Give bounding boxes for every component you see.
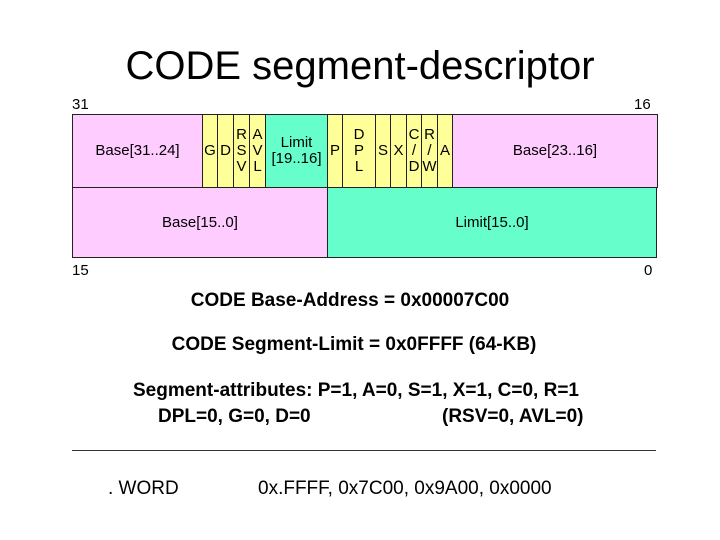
field-g: G xyxy=(202,114,218,188)
field-x: X xyxy=(390,114,407,188)
segment-limit-line: CODE Segment-Limit = 0x0FFFF (64-KB) xyxy=(171,334,537,355)
base-address-line: CODE Base-Address = 0x00007C00 xyxy=(190,290,510,311)
field-base-15-0: Base[15..0] xyxy=(72,187,328,258)
field-base-31-24: Base[31..24] xyxy=(72,114,203,188)
bit-31-label: 31 xyxy=(72,96,89,113)
field-a: A xyxy=(437,114,453,188)
attributes-line-2a: DPL=0, G=0, D=0 xyxy=(158,406,311,427)
divider xyxy=(72,450,656,451)
field-p: P xyxy=(327,114,343,188)
field-r-w: R / W xyxy=(421,114,438,188)
field-limit-19-16: Limit [19..16] xyxy=(265,114,328,188)
field-rsv: R S V xyxy=(233,114,250,188)
field-base-23-16: Base[23..16] xyxy=(452,114,658,188)
bit-15-label: 15 xyxy=(72,262,89,279)
word-values: 0x.FFFF, 0x7C00, 0x9A00, 0x0000 xyxy=(258,478,552,499)
field-s: S xyxy=(375,114,391,188)
attributes-line-1: Segment-attributes: P=1, A=0, S=1, X=1, … xyxy=(133,380,579,401)
word-directive: . WORD xyxy=(108,478,179,499)
field-dpl: D P L xyxy=(342,114,376,188)
attributes-line-2b: (RSV=0, AVL=0) xyxy=(442,406,584,427)
slide-title: CODE segment-descriptor xyxy=(125,44,595,88)
field-d: D xyxy=(217,114,234,188)
field-avl: A V L xyxy=(249,114,266,188)
bit-0-label: 0 xyxy=(644,262,653,279)
field-limit-15-0: Limit[15..0] xyxy=(327,187,657,258)
field-c-d: C / D xyxy=(406,114,422,188)
bit-16-label: 16 xyxy=(634,96,651,113)
